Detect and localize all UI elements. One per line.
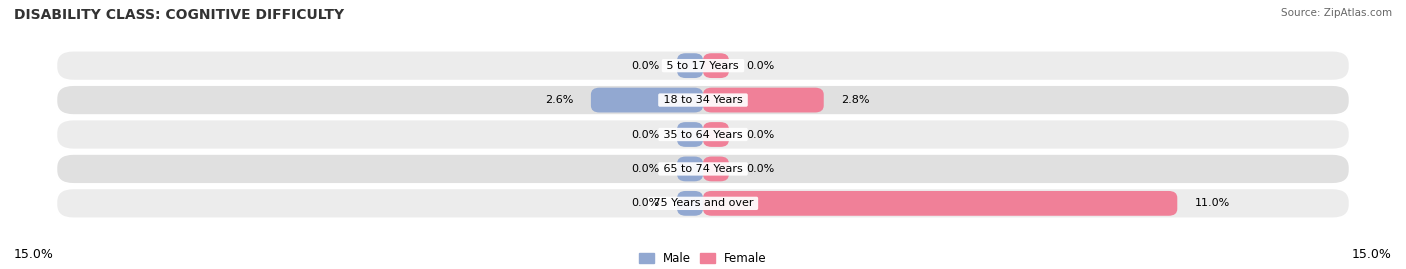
FancyBboxPatch shape [56,154,1350,184]
Text: 15.0%: 15.0% [14,248,53,261]
Text: 18 to 34 Years: 18 to 34 Years [659,95,747,105]
FancyBboxPatch shape [703,191,1177,216]
FancyBboxPatch shape [591,88,703,112]
Text: 0.0%: 0.0% [747,129,775,140]
FancyBboxPatch shape [678,157,703,181]
Text: 0.0%: 0.0% [747,164,775,174]
FancyBboxPatch shape [678,191,703,216]
FancyBboxPatch shape [703,157,728,181]
Text: 0.0%: 0.0% [631,164,659,174]
Text: 2.8%: 2.8% [841,95,869,105]
FancyBboxPatch shape [56,188,1350,218]
Text: 15.0%: 15.0% [1353,248,1392,261]
Legend: Male, Female: Male, Female [634,247,772,269]
Text: 0.0%: 0.0% [747,61,775,71]
FancyBboxPatch shape [678,122,703,147]
Text: 0.0%: 0.0% [631,61,659,71]
Text: 11.0%: 11.0% [1195,198,1230,208]
FancyBboxPatch shape [703,53,728,78]
FancyBboxPatch shape [56,51,1350,81]
FancyBboxPatch shape [56,119,1350,150]
Text: DISABILITY CLASS: COGNITIVE DIFFICULTY: DISABILITY CLASS: COGNITIVE DIFFICULTY [14,8,344,22]
FancyBboxPatch shape [703,122,728,147]
FancyBboxPatch shape [56,85,1350,115]
Text: Source: ZipAtlas.com: Source: ZipAtlas.com [1281,8,1392,18]
Text: 75 Years and over: 75 Years and over [650,198,756,208]
Text: 2.6%: 2.6% [546,95,574,105]
Text: 0.0%: 0.0% [631,129,659,140]
FancyBboxPatch shape [703,88,824,112]
Text: 35 to 64 Years: 35 to 64 Years [659,129,747,140]
Text: 5 to 17 Years: 5 to 17 Years [664,61,742,71]
Text: 65 to 74 Years: 65 to 74 Years [659,164,747,174]
FancyBboxPatch shape [678,53,703,78]
Text: 0.0%: 0.0% [631,198,659,208]
